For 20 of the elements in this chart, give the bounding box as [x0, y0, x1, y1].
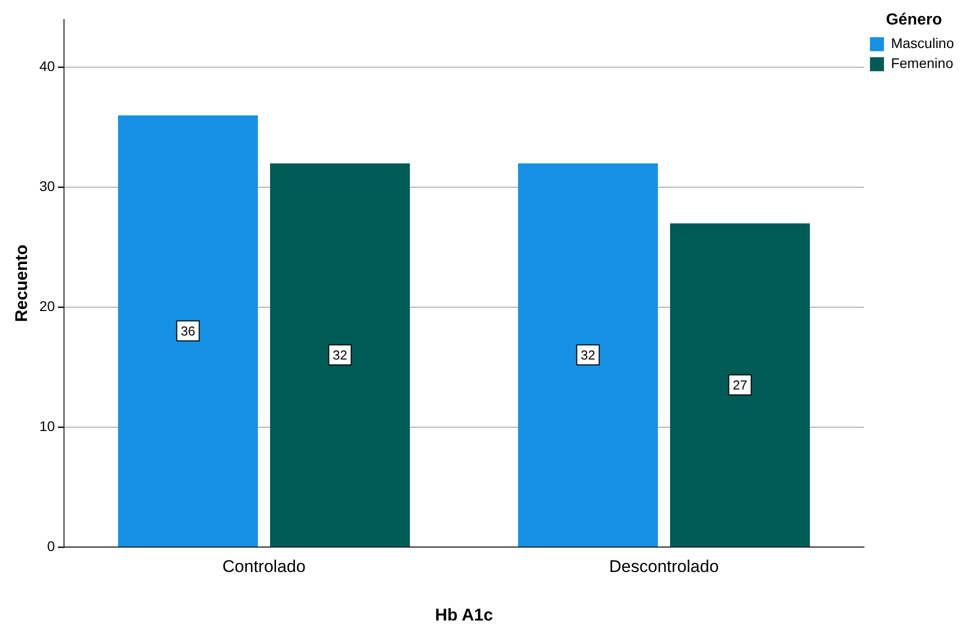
data-label: 32 [332, 347, 348, 362]
legend-label: Masculino [890, 35, 954, 52]
y-tick-label: 40 [39, 58, 56, 74]
x-axis-title: Hb A1c [434, 605, 493, 624]
legend-label: Femenino [890, 55, 954, 72]
y-tick-label: 10 [39, 418, 56, 434]
y-axis-title: Recuento [12, 244, 31, 322]
x-tick-label: Controlado [222, 557, 306, 576]
data-label: 32 [580, 347, 596, 362]
x-tick-label: Descontrolado [609, 557, 719, 576]
bar [118, 115, 258, 546]
y-tick-label: 0 [47, 538, 56, 554]
data-label: 36 [180, 323, 196, 338]
legend-title: Género [886, 11, 942, 28]
bar [518, 163, 658, 546]
bar [270, 163, 410, 546]
y-tick-label: 30 [39, 178, 56, 194]
y-tick-label: 20 [39, 298, 56, 314]
bar [670, 223, 810, 546]
data-label: 27 [732, 377, 748, 392]
